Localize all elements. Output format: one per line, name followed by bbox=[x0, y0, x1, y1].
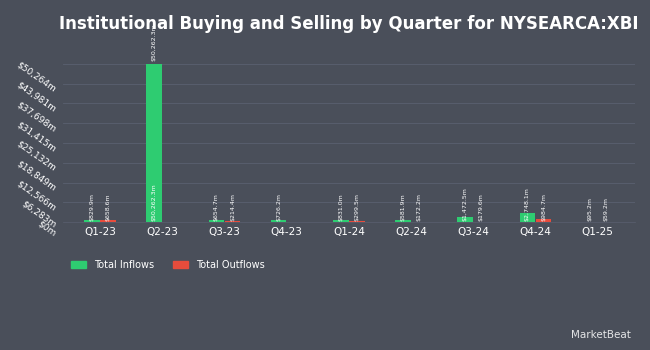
Text: $50,262.3m: $50,262.3m bbox=[151, 183, 157, 221]
Text: $2,748.1m: $2,748.1m bbox=[525, 187, 530, 221]
Text: ⁠MarketBeat: ⁠MarketBeat bbox=[571, 329, 630, 340]
Text: $726.2m: $726.2m bbox=[276, 193, 281, 221]
Text: $50,262.3m: $50,262.3m bbox=[151, 23, 157, 61]
Bar bbox=[209, 220, 224, 222]
Text: $299.5m: $299.5m bbox=[354, 193, 359, 221]
Bar bbox=[536, 219, 551, 222]
Text: $658.6m: $658.6m bbox=[105, 194, 110, 221]
Text: $1,472.5m: $1,472.5m bbox=[463, 187, 468, 221]
Text: $95.2m: $95.2m bbox=[587, 197, 592, 221]
Text: $654.7m: $654.7m bbox=[214, 193, 219, 221]
Bar bbox=[519, 214, 535, 222]
Text: $831.0m: $831.0m bbox=[338, 194, 343, 221]
Bar bbox=[100, 220, 116, 222]
Bar bbox=[333, 219, 348, 222]
Text: $984.7m: $984.7m bbox=[541, 193, 546, 221]
Bar bbox=[395, 220, 411, 222]
Bar bbox=[349, 221, 365, 222]
Text: $214.4m: $214.4m bbox=[230, 193, 235, 221]
Bar bbox=[458, 217, 473, 222]
Title: Institutional Buying and Selling by Quarter for NYSEARCA:XBI: Institutional Buying and Selling by Quar… bbox=[59, 15, 638, 33]
Text: $59.2m: $59.2m bbox=[603, 197, 608, 221]
Text: $172.2m: $172.2m bbox=[417, 193, 422, 221]
Text: $829.9m: $829.9m bbox=[90, 193, 94, 221]
Text: $179.6m: $179.6m bbox=[479, 193, 484, 221]
Bar bbox=[84, 219, 99, 222]
Bar bbox=[271, 220, 287, 222]
Text: $581.9m: $581.9m bbox=[400, 194, 406, 221]
Bar bbox=[146, 64, 162, 222]
Legend: Total Inflows, Total Outflows: Total Inflows, Total Outflows bbox=[68, 256, 268, 274]
